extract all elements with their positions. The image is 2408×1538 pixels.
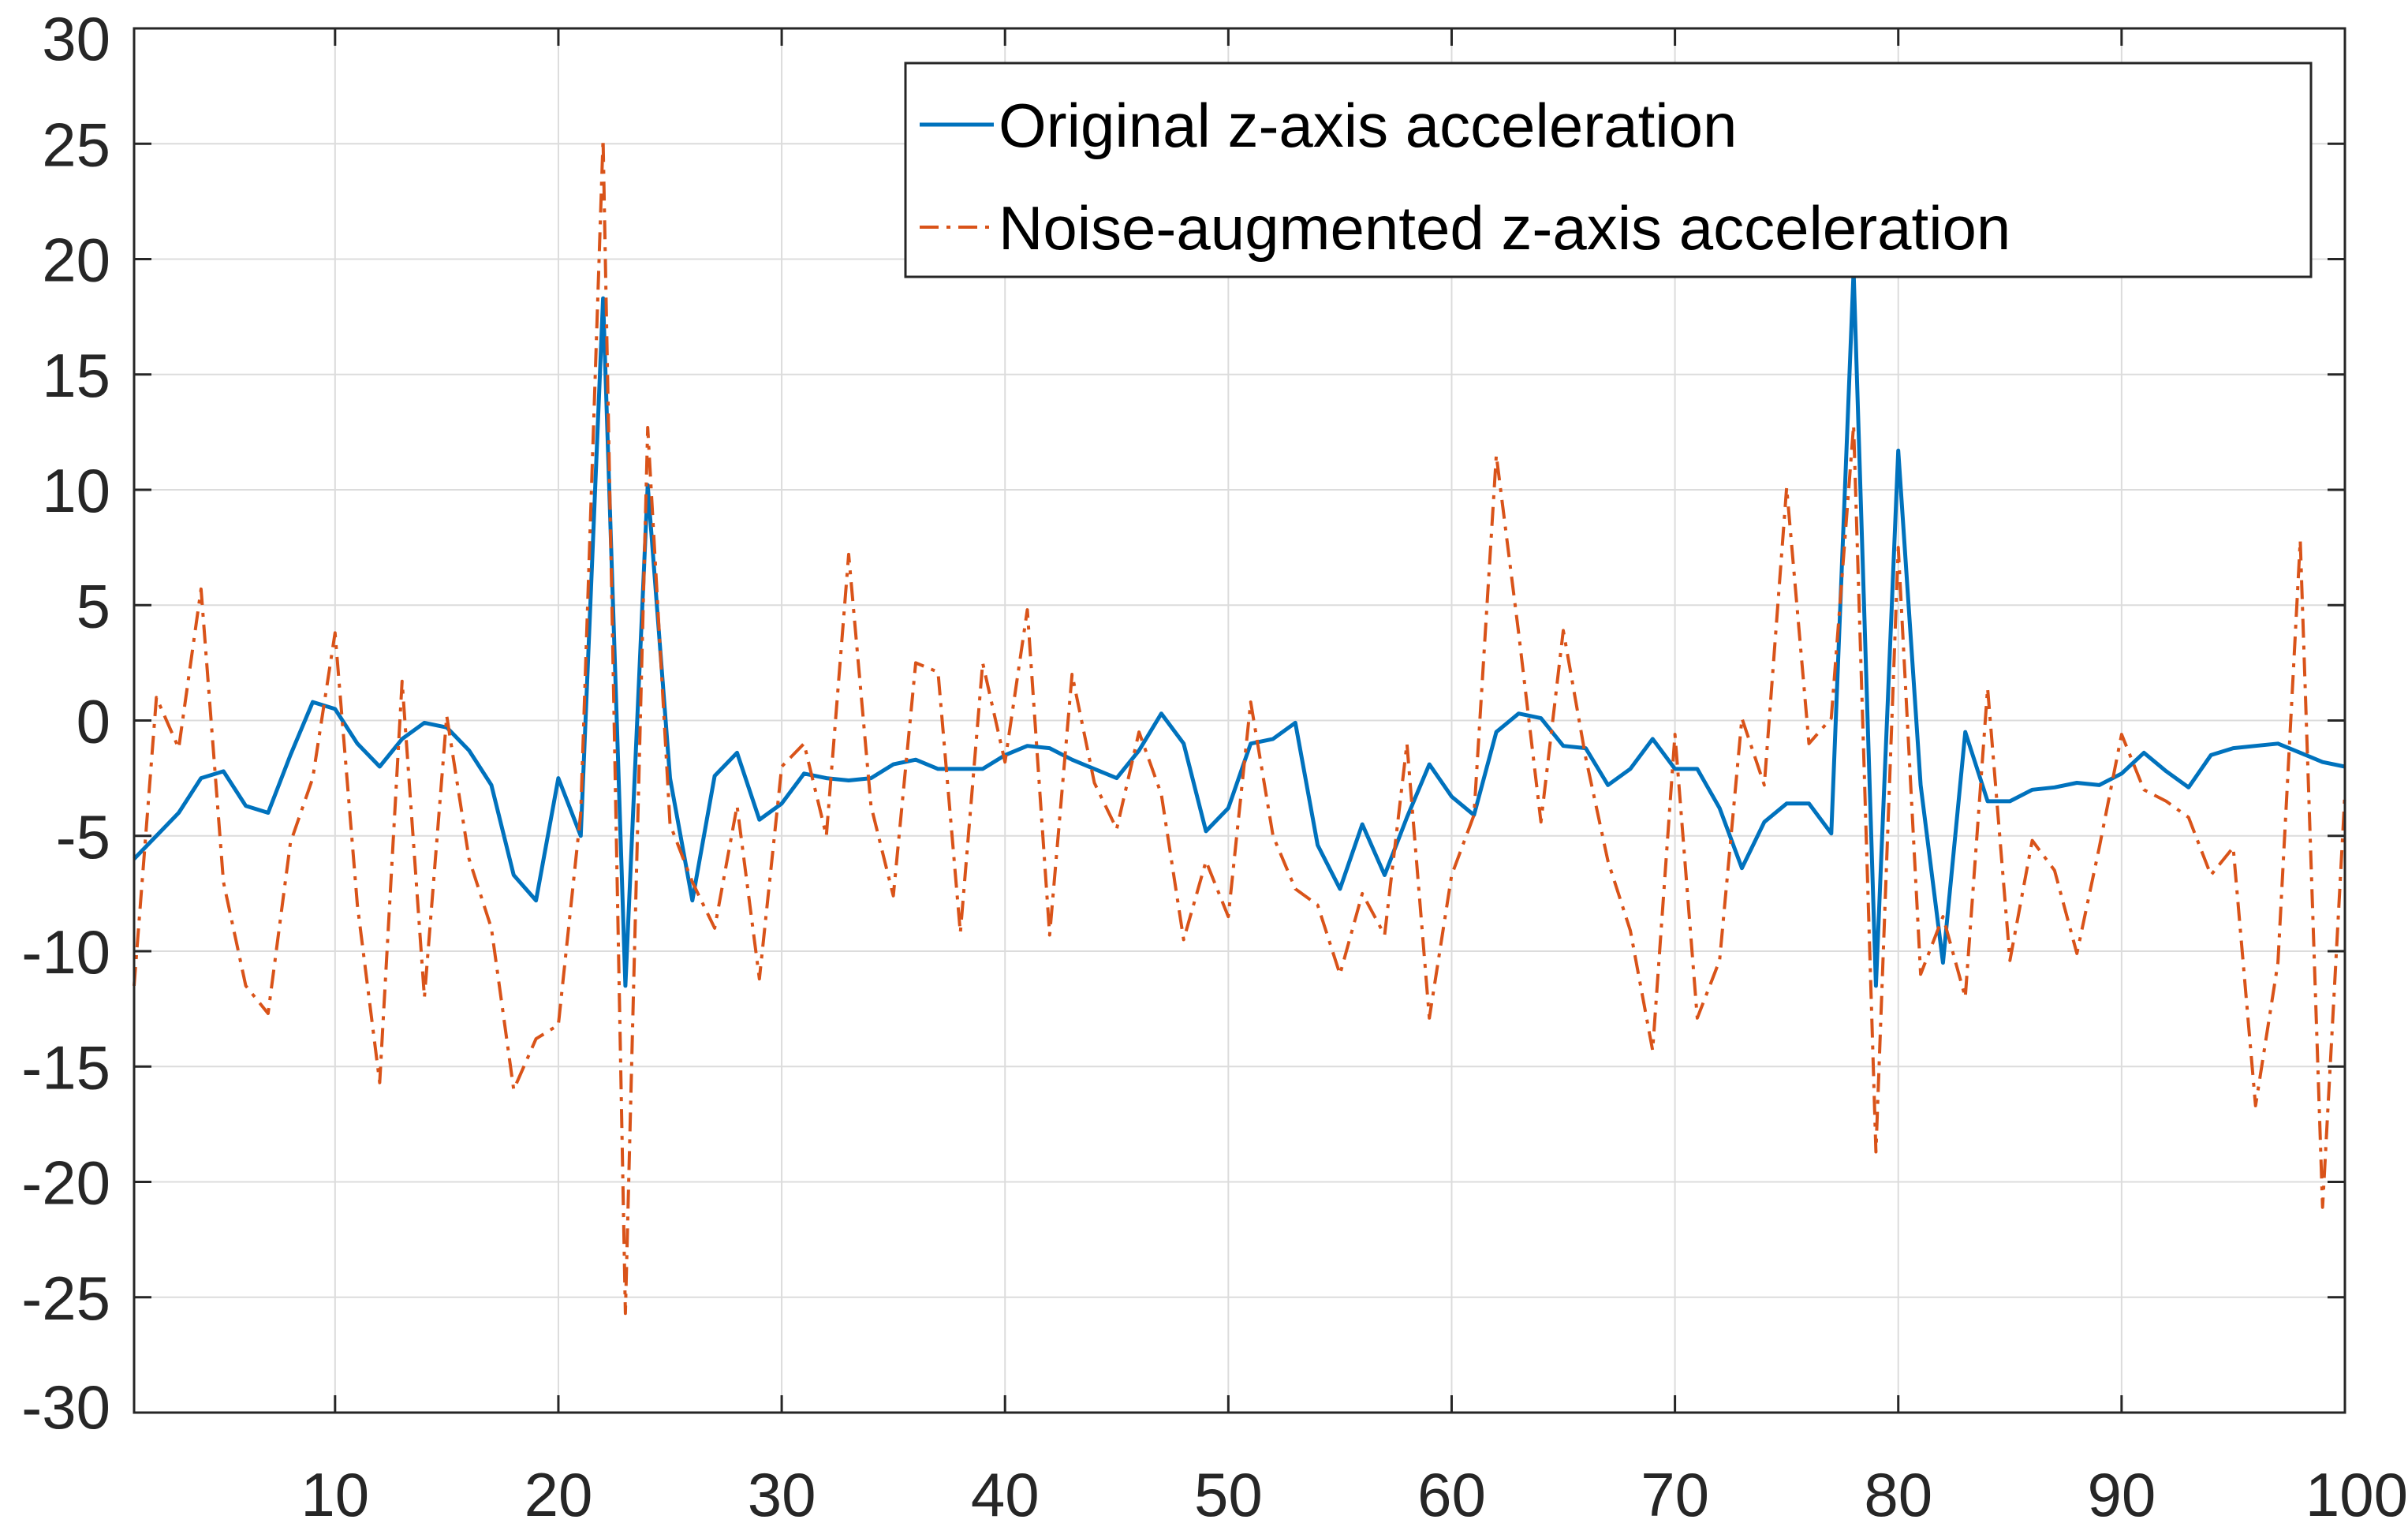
y-tick-label: 30	[42, 4, 110, 73]
ticks	[134, 27, 2346, 1414]
y-tick-label: -10	[21, 917, 110, 987]
y-tick-label: -5	[56, 802, 110, 872]
legend-box	[904, 62, 2313, 278]
series-lines	[133, 137, 2346, 1316]
series-line-noise-augmented	[133, 137, 2346, 1316]
x-tick-label: 60	[1417, 1460, 1486, 1529]
y-tick-label: -15	[21, 1032, 110, 1102]
x-tick-label: 90	[2087, 1460, 2156, 1529]
x-tick-label: 50	[1194, 1460, 1263, 1529]
x-tick-label: 100	[2305, 1460, 2408, 1529]
x-tick-label: 20	[525, 1460, 593, 1529]
tick-labels: 10 20 30 40 50 60 70 80 90 100302520151050-5-10-1…	[21, 4, 2408, 1529]
y-tick-label: 5	[77, 571, 110, 640]
legend-label-original: Original z-axis acceleration	[999, 91, 1737, 160]
y-tick-label: 10	[42, 456, 110, 525]
series-line-original	[133, 268, 2346, 988]
x-tick-label: 30	[748, 1460, 816, 1529]
y-tick-label: 15	[42, 341, 110, 410]
x-tick-label: 40	[971, 1460, 1040, 1529]
x-tick-label: 80	[1864, 1460, 1932, 1529]
x-tick-label: 10	[301, 1460, 369, 1529]
y-tick-label: 0	[77, 687, 110, 756]
y-tick-label: -20	[21, 1148, 110, 1218]
y-tick-label: 20	[42, 226, 110, 295]
y-tick-label: 25	[42, 110, 110, 179]
legend-label-noise: Noise-augmented z-axis acceleration	[999, 193, 2010, 263]
x-tick-label: 70	[1641, 1460, 1709, 1529]
y-tick-label: -25	[21, 1264, 110, 1333]
legend: Original z-axis acceleration Noise-augme…	[904, 62, 2313, 278]
y-tick-label: -30	[21, 1372, 110, 1442]
